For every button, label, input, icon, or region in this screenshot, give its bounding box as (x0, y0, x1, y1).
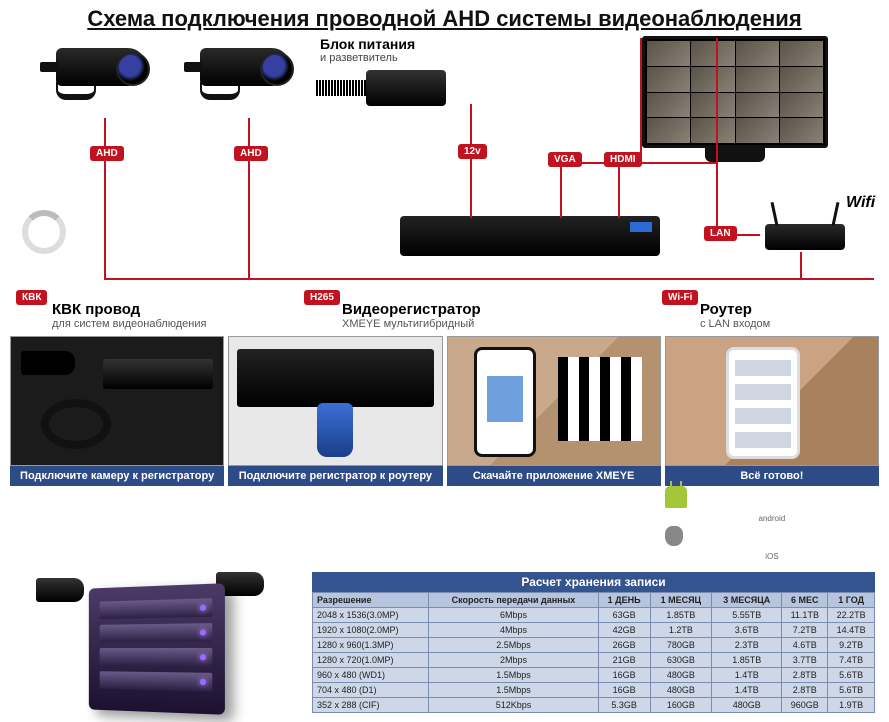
label-dvr: Видеорегистратор XMEYE мультигибридный (342, 301, 642, 330)
power-supply: Блок питания и разветвитель (320, 36, 470, 106)
storage-illustration (14, 572, 294, 722)
step-4: Всё готово! android iOS (665, 336, 879, 564)
monitor-screen (642, 36, 828, 148)
step-2: Подключите регистратор к роутеру (228, 336, 442, 564)
android-icon (665, 486, 687, 508)
tag-lan: LAN (704, 226, 737, 241)
psu-sub: и разветвитель (320, 52, 398, 64)
table-title: Расчет хранения записи (312, 572, 875, 592)
tag-ahd-2: AHD (234, 146, 268, 161)
wiring-diagram: Блок питания и разветвитель Wifi AHD AHD… (0, 34, 889, 334)
label-router: Роутер с LAN входом (700, 301, 770, 330)
tag-vga: VGA (548, 152, 582, 167)
tag-12v: 12v (458, 144, 487, 159)
step-3: Скачайте приложение XMEYE (447, 336, 661, 564)
camera-2 (200, 48, 310, 103)
mini-camera-icon (36, 578, 84, 602)
psu-title: Блок питания (320, 36, 415, 52)
apple-icon (665, 526, 683, 546)
bottom-row: Расчет хранения записи РазрешениеСкорост… (0, 564, 889, 722)
storage-table: Расчет хранения записи РазрешениеСкорост… (312, 572, 875, 713)
page-title: Схема подключения проводной AHD системы … (0, 0, 889, 34)
router (760, 224, 850, 250)
monitor (640, 36, 830, 162)
steps-row: Подключите камеру к регистратору Подключ… (0, 336, 889, 564)
wifi-label: Wifi (846, 194, 875, 212)
camera-1 (56, 48, 166, 103)
label-kvk: КВК провод для систем видеонаблюдения (52, 301, 302, 330)
tag-ahd-1: AHD (90, 146, 124, 161)
dvr (400, 216, 660, 256)
os-icons: android iOS (665, 486, 879, 564)
psu-device (366, 70, 446, 106)
tag-hdmi: HDMI (604, 152, 642, 167)
kvk-cable-icon (22, 210, 66, 254)
step-1: Подключите камеру к регистратору (10, 336, 224, 564)
